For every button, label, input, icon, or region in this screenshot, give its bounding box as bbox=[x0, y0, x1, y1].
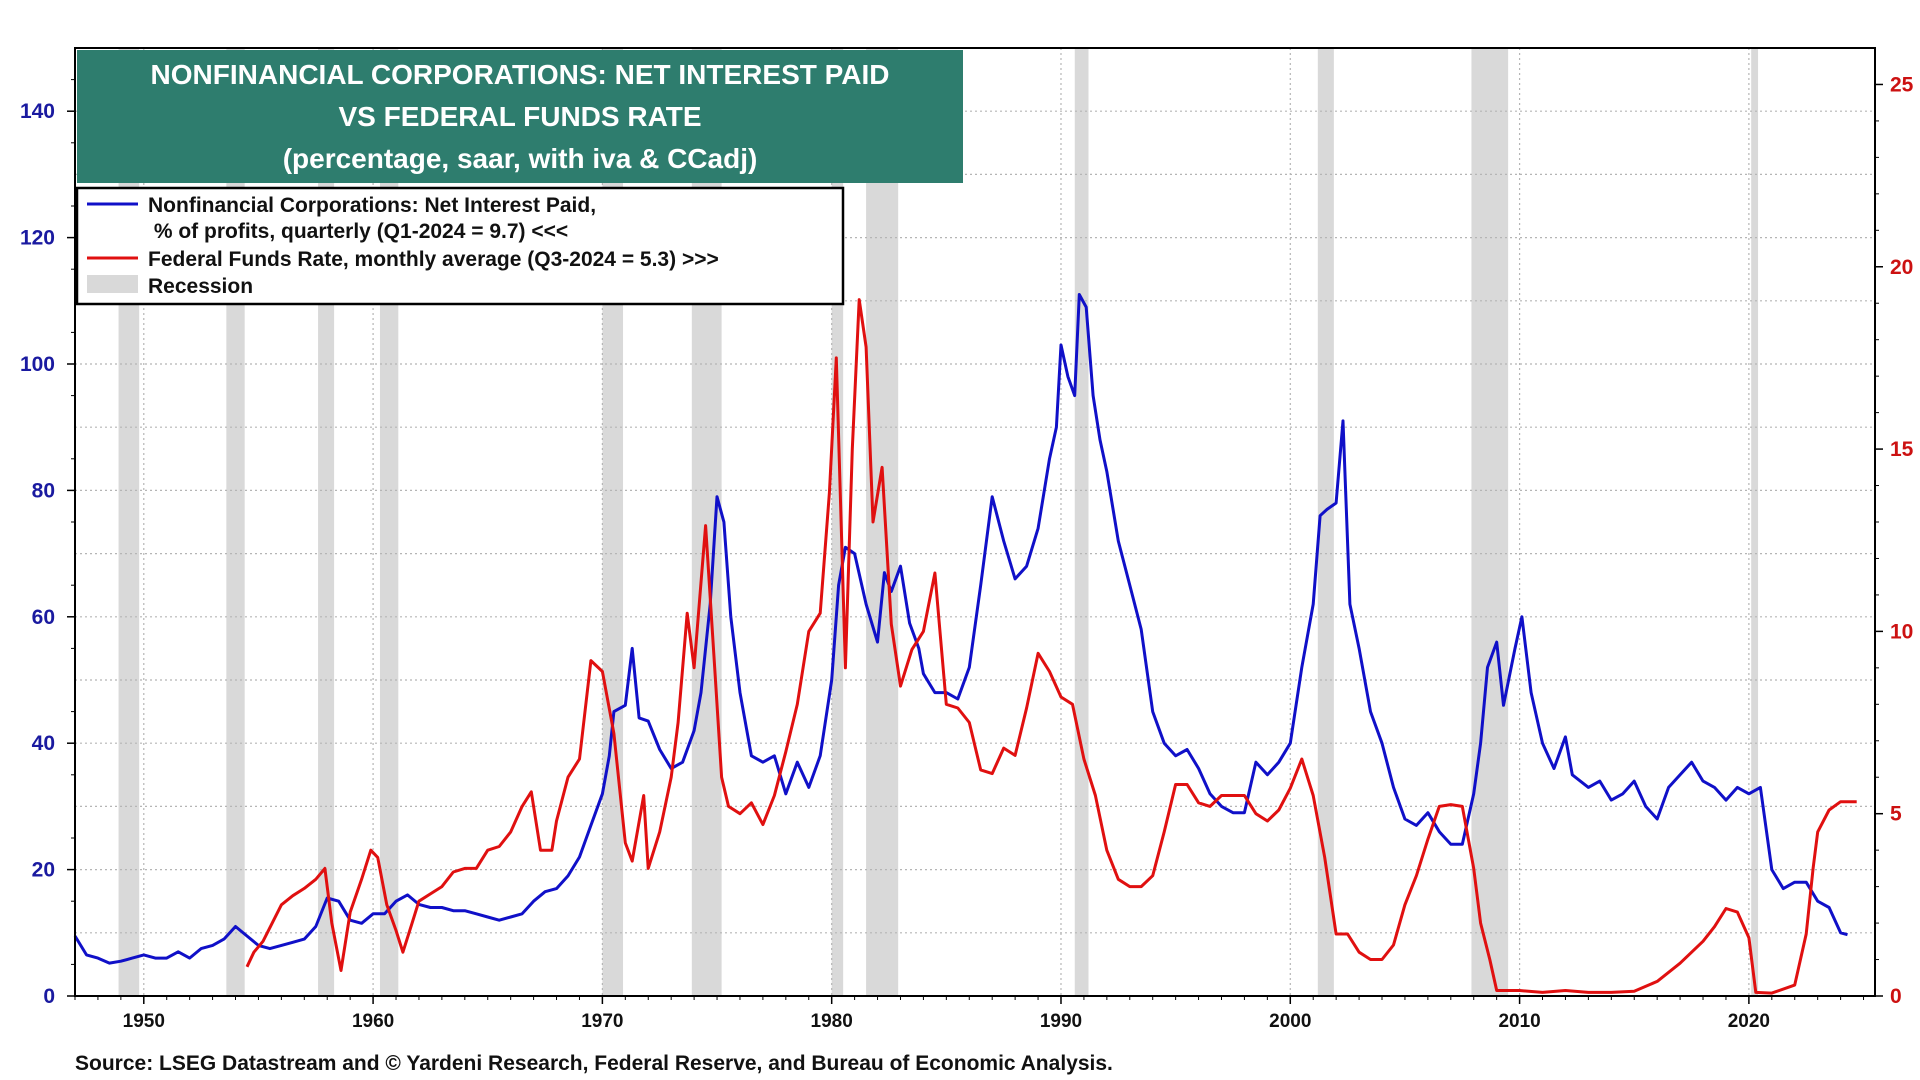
y-left-tick-label: 140 bbox=[20, 100, 55, 123]
recession-band-11 bbox=[1751, 48, 1759, 996]
y-left-tick-label: 100 bbox=[20, 353, 55, 376]
legend-label-net-interest-line-2: % of profits, quarterly (Q1-2024 = 9.7) … bbox=[148, 220, 568, 243]
chart-title-line-1: NONFINANCIAL CORPORATIONS: NET INTEREST … bbox=[151, 59, 890, 90]
y-left-tick-label: 80 bbox=[32, 479, 55, 502]
x-tick-label: 1960 bbox=[352, 1011, 394, 1032]
y-right-tick-label: 5 bbox=[1890, 803, 1902, 826]
legend: Nonfinancial Corporations: Net Interest … bbox=[75, 186, 845, 306]
y-right-tick-label: 0 bbox=[1890, 985, 1902, 1008]
series-net-interest-line bbox=[73, 293, 1848, 965]
y-left-tick-label: 120 bbox=[20, 227, 55, 250]
legend-label-net-interest-line-1: Nonfinancial Corporations: Net Interest … bbox=[148, 194, 596, 217]
y-right-tick-label: 25 bbox=[1890, 73, 1914, 96]
legend-label-fed-funds: Federal Funds Rate, monthly average (Q3-… bbox=[148, 248, 719, 271]
x-tick-label: 2010 bbox=[1498, 1011, 1540, 1032]
series-lines bbox=[73, 293, 1857, 995]
axes: 0 20 40 60 80 100 120 140 0 5 10 15 20 25 1950 1960 1970… bbox=[20, 73, 1914, 1032]
chart-title-line-2: VS FEDERAL FUNDS RATE bbox=[339, 101, 702, 132]
x-tick-label: 2000 bbox=[1269, 1011, 1311, 1032]
x-tick-label: 1950 bbox=[123, 1011, 165, 1032]
x-tick-label: 1970 bbox=[581, 1011, 623, 1032]
source-note: Source: LSEG Datastream and © Yardeni Re… bbox=[75, 1052, 1113, 1075]
y-left-tick-label: 0 bbox=[43, 985, 55, 1008]
chart-title-box: NONFINANCIAL CORPORATIONS: NET INTEREST … bbox=[77, 50, 963, 183]
recession-band-6 bbox=[831, 48, 844, 996]
y-right-tick-label: 15 bbox=[1890, 438, 1914, 461]
chart-title-line-3: (percentage, saar, with iva & CCadj) bbox=[283, 143, 758, 174]
legend-swatch-recession bbox=[87, 275, 138, 293]
y-left-tick-label: 20 bbox=[32, 859, 55, 882]
x-tick-label: 1980 bbox=[811, 1011, 853, 1032]
y-right-tick-label: 10 bbox=[1890, 620, 1913, 643]
legend-label-recession: Recession bbox=[148, 275, 253, 298]
series-fed-funds-line bbox=[245, 298, 1857, 995]
y-right-tick-label: 20 bbox=[1890, 256, 1913, 279]
legend-box bbox=[75, 186, 845, 306]
x-tick-label: 2020 bbox=[1728, 1011, 1770, 1032]
recession-band-10 bbox=[1471, 48, 1509, 996]
recession-band-9 bbox=[1317, 48, 1334, 996]
gridlines bbox=[75, 48, 1875, 996]
recession-band-8 bbox=[1074, 48, 1089, 996]
y-left-tick-label: 60 bbox=[32, 606, 55, 629]
x-tick-label: 1990 bbox=[1040, 1011, 1082, 1032]
recession-band-7 bbox=[866, 48, 899, 996]
y-left-tick-label: 40 bbox=[32, 732, 55, 755]
